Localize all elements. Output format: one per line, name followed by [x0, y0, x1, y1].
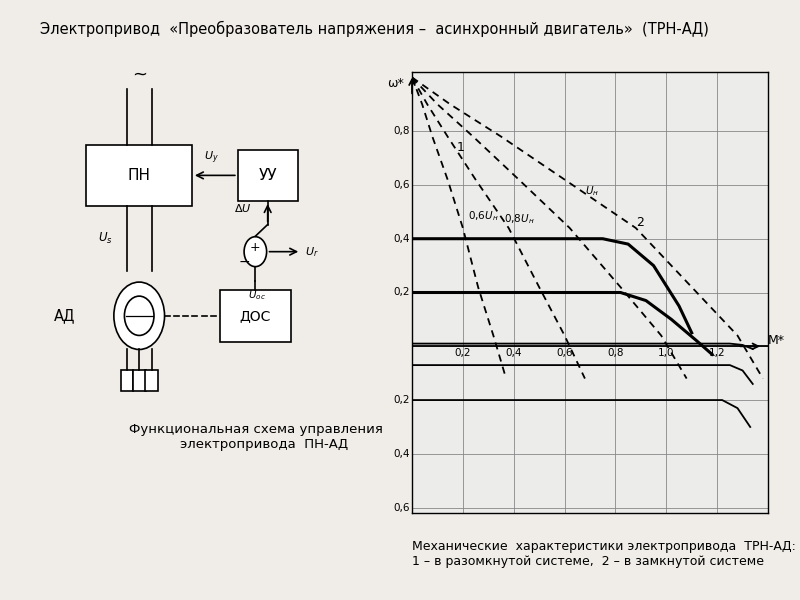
Circle shape — [244, 236, 266, 266]
Text: 1,2: 1,2 — [709, 347, 726, 358]
Text: ПН: ПН — [128, 168, 150, 183]
Text: 0,6: 0,6 — [393, 180, 410, 190]
Bar — [86, 145, 192, 206]
Text: 0,4: 0,4 — [506, 347, 522, 358]
Text: УУ: УУ — [258, 168, 277, 183]
Text: АД: АД — [54, 308, 76, 323]
Text: 0,2: 0,2 — [393, 395, 410, 405]
Text: Функциональная схема управления
    электропривода  ПН-АД: Функциональная схема управления электроп… — [129, 424, 382, 451]
Text: 0,4: 0,4 — [393, 449, 410, 459]
Text: +: + — [250, 241, 261, 254]
Bar — [220, 290, 290, 341]
Text: 0,8: 0,8 — [393, 126, 410, 136]
Circle shape — [125, 296, 154, 335]
Text: $U_r$: $U_r$ — [305, 245, 318, 259]
Text: 0,2: 0,2 — [393, 287, 410, 298]
Text: 1,0: 1,0 — [658, 347, 674, 358]
Text: ДОС: ДОС — [240, 309, 271, 323]
Bar — [121, 370, 134, 391]
Text: M*: M* — [768, 334, 785, 347]
Text: $U_s$: $U_s$ — [98, 231, 113, 246]
Text: 1: 1 — [456, 141, 464, 154]
Text: 0,6: 0,6 — [393, 503, 410, 512]
Text: ω*: ω* — [388, 77, 404, 91]
Text: 2: 2 — [636, 216, 644, 229]
Bar — [133, 370, 146, 391]
Text: Механические  характеристики электропривода  ТРН-АД:
1 – в разомкнутой системе, : Механические характеристики электроприво… — [412, 540, 796, 568]
Text: $0{,}8U_н$: $0{,}8U_н$ — [503, 212, 534, 226]
Text: $0{,}6U_н$: $0{,}6U_н$ — [468, 209, 498, 223]
Text: Электропривод  «Преобразователь напряжения –  асинхронный двигатель»  (ТРН-АД): Электропривод «Преобразователь напряжени… — [40, 21, 709, 37]
Text: 0,4: 0,4 — [393, 234, 410, 244]
Text: 0,8: 0,8 — [607, 347, 624, 358]
Text: 0,2: 0,2 — [454, 347, 471, 358]
Text: ~: ~ — [132, 66, 146, 84]
Text: $U_y$: $U_y$ — [204, 149, 218, 166]
Bar — [145, 370, 158, 391]
Bar — [238, 149, 298, 201]
Text: $\Delta U$: $\Delta U$ — [234, 202, 252, 214]
Text: −: − — [238, 255, 250, 269]
Text: $U_н$: $U_н$ — [585, 185, 599, 199]
Circle shape — [114, 282, 165, 349]
Text: $U_{oc}$: $U_{oc}$ — [248, 287, 266, 301]
Text: 0,6: 0,6 — [556, 347, 573, 358]
